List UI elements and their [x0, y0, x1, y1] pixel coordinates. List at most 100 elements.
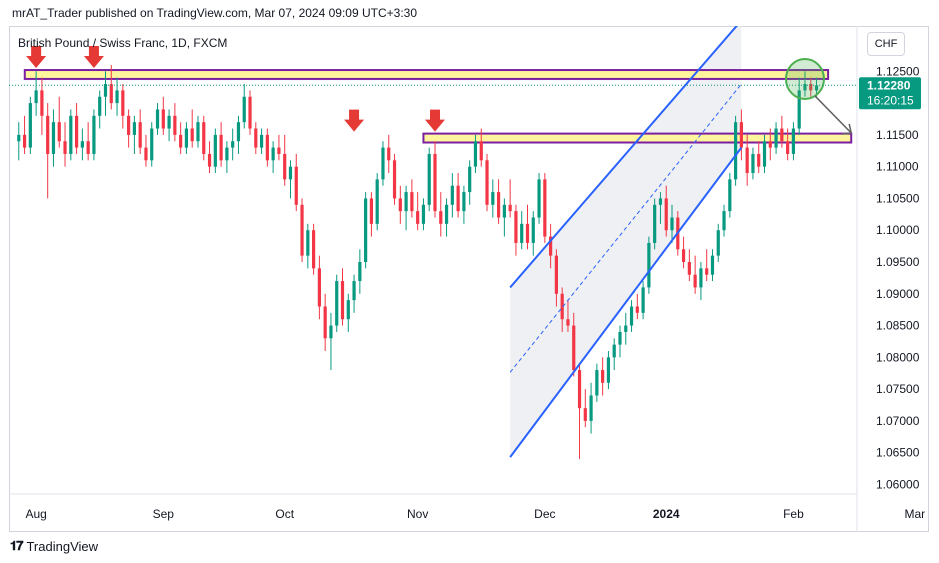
candle-body [809, 84, 813, 91]
price-tick-label: 1.06000 [876, 477, 920, 491]
candle-body [468, 166, 472, 193]
candle-body [444, 204, 449, 224]
candle-body [92, 115, 96, 154]
candle-body [786, 141, 790, 154]
candle-body [681, 249, 686, 262]
time-tick-label: 2024 [653, 507, 680, 521]
candle-body [716, 230, 720, 256]
candle-body [514, 211, 518, 243]
price-tick-label: 1.11500 [876, 128, 919, 142]
candle-body [173, 115, 177, 135]
candle-body [734, 122, 738, 180]
candle-body [231, 141, 235, 148]
candle-body [762, 141, 767, 167]
price-tick-label: 1.10500 [876, 191, 920, 205]
candle-body [179, 134, 183, 148]
candle-body [404, 192, 408, 212]
candle-body [485, 160, 489, 205]
candle-body [190, 128, 194, 142]
projection-arrow-line [814, 95, 852, 134]
resistance-zone-2 [422, 132, 853, 144]
candle-body [202, 122, 206, 154]
time-tick-label: Sep [153, 507, 175, 521]
candle-body [560, 293, 564, 320]
countdown-value: 16:20:15 [867, 93, 914, 107]
candle-body [439, 211, 443, 224]
candle-body [74, 115, 79, 148]
candle-body [51, 122, 56, 154]
time-tick-label: Feb [783, 507, 804, 521]
candle-body [306, 230, 310, 256]
candle-body [40, 90, 44, 116]
candle-body [577, 370, 582, 409]
candle-body [595, 370, 599, 396]
currency-button[interactable]: CHF [867, 32, 905, 56]
candle-body [381, 147, 385, 180]
candle-body [416, 211, 420, 224]
candle-body [335, 281, 339, 326]
candle-body [17, 134, 21, 142]
price-tick-label: 1.07500 [876, 382, 920, 396]
candle-body [456, 185, 460, 212]
candle-body [543, 179, 547, 237]
symbol-title: British Pound / Swiss Franc, 1D, FXCM [18, 36, 228, 50]
candle-body [537, 179, 541, 218]
time-tick-label: Oct [275, 507, 294, 521]
price-tick-label: 1.10000 [876, 223, 920, 237]
candle-body [791, 128, 796, 154]
candle-body [612, 344, 616, 358]
candle-body [340, 281, 345, 320]
price-tick-label: 1.12500 [876, 64, 920, 78]
candle-body [277, 147, 281, 154]
candle-body [57, 122, 61, 142]
candle-body [705, 268, 709, 275]
candle-body [531, 217, 535, 243]
footer-brand[interactable]: 𝟏𝟕 TradingView [10, 538, 98, 554]
candle-body [387, 147, 391, 161]
candle-body [780, 128, 784, 142]
candle-body [693, 274, 697, 288]
candle-body [207, 153, 212, 167]
candle-body [583, 408, 587, 421]
highlight-circle [784, 57, 825, 100]
last-price-badge [859, 77, 921, 110]
candle-body [629, 306, 634, 326]
candle-body [46, 115, 50, 154]
price-tick-label: 1.07000 [876, 414, 920, 428]
candle-body [184, 128, 189, 148]
candle-body [219, 134, 223, 161]
publish-info: mrAT_Trader published on TradingView.com… [12, 6, 417, 20]
candle-body [150, 128, 154, 161]
price-tick-label: 1.08000 [876, 350, 920, 364]
candle-body [647, 242, 651, 288]
candle-body [283, 153, 287, 180]
candle-body [375, 179, 379, 224]
candle-body [86, 141, 90, 154]
time-tick-label: Dec [534, 507, 555, 521]
candle-body [265, 134, 269, 161]
candle-body [572, 325, 576, 371]
footer-brand-label: TradingView [26, 538, 99, 554]
candle-body [751, 153, 755, 174]
candle-body [427, 153, 431, 205]
candle-body [653, 204, 657, 243]
time-tick-label: Nov [407, 507, 428, 521]
candle-body [213, 134, 217, 167]
candle-body [63, 141, 67, 154]
candle-body [167, 115, 171, 129]
candle-body [127, 115, 131, 135]
candle-body [814, 85, 819, 91]
candle-body [225, 147, 229, 161]
price-tick-label: 1.09500 [876, 255, 920, 269]
candle-body [566, 319, 570, 326]
candle-body [473, 141, 478, 167]
candle-body [236, 122, 241, 142]
candle-body [288, 166, 293, 180]
candle-body [369, 198, 374, 224]
candle-body [450, 185, 454, 205]
price-chart[interactable]: 1.12500 1.11500 1.11000 1.10500 1.10000 1.095… [9, 26, 929, 532]
down-arrow-icon [83, 46, 104, 69]
time-tick-label: Mar [904, 507, 925, 521]
candle-body [525, 223, 530, 243]
candle-body [710, 255, 715, 275]
